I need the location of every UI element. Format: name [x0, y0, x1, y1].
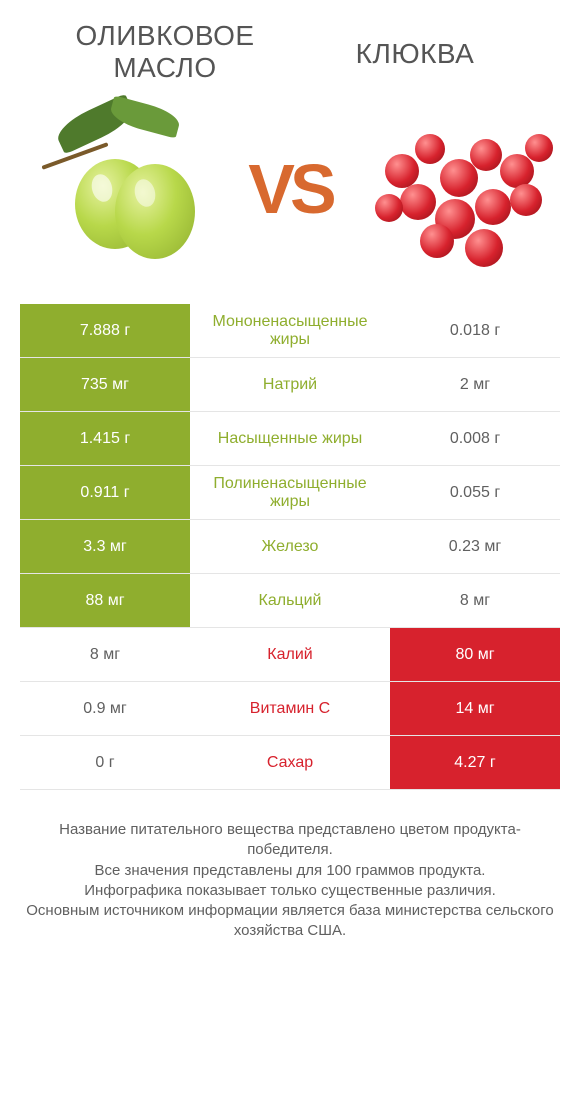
footer-line: Основным источником информации является …: [20, 901, 560, 942]
cell-nutrient-label: Натрий: [190, 358, 390, 411]
cell-right-value: 0.055 г: [390, 466, 560, 519]
cell-right-value: 0.23 мг: [390, 520, 560, 573]
cell-left-value: 8 мг: [20, 628, 190, 681]
table-row: 88 мгКальций8 мг: [20, 574, 560, 628]
cell-nutrient-label: Сахар: [190, 736, 390, 789]
footer-line: Все значения представлены для 100 граммо…: [20, 861, 560, 881]
cell-left-value: 88 мг: [20, 574, 190, 627]
hero-row: VS: [0, 94, 580, 304]
footer-notes: Название питательного вещества представл…: [0, 790, 580, 942]
table-row: 1.415 гНасыщенные жиры0.008 г: [20, 412, 560, 466]
cell-nutrient-label: Витамин C: [190, 682, 390, 735]
cell-nutrient-label: Мононенасыщенные жиры: [190, 304, 390, 357]
cell-left-value: 0.911 г: [20, 466, 190, 519]
cell-right-value: 2 мг: [390, 358, 560, 411]
footer-line: Инфографика показывает только существенн…: [20, 881, 560, 901]
cell-nutrient-label: Насыщенные жиры: [190, 412, 390, 465]
table-row: 8 мгКалий80 мг: [20, 628, 560, 682]
title-right: КЛЮКВА: [290, 20, 540, 70]
cell-left-value: 7.888 г: [20, 304, 190, 357]
vs-label: VS: [248, 149, 331, 229]
cell-nutrient-label: Кальций: [190, 574, 390, 627]
comparison-table: 7.888 гМононенасыщенные жиры0.018 г735 м…: [20, 304, 560, 790]
cranberry-image: [370, 104, 560, 274]
table-row: 0.911 гПолиненасыщенные жиры0.055 г: [20, 466, 560, 520]
table-row: 7.888 гМононенасыщенные жиры0.018 г: [20, 304, 560, 358]
table-row: 3.3 мгЖелезо0.23 мг: [20, 520, 560, 574]
table-row: 735 мгНатрий2 мг: [20, 358, 560, 412]
table-row: 0 гСахар4.27 г: [20, 736, 560, 790]
table-row: 0.9 мгВитамин C14 мг: [20, 682, 560, 736]
cell-left-value: 0.9 мг: [20, 682, 190, 735]
cell-right-value: 80 мг: [390, 628, 560, 681]
cell-nutrient-label: Калий: [190, 628, 390, 681]
cell-left-value: 3.3 мг: [20, 520, 190, 573]
header: ОЛИВКОВОЕ МАСЛО КЛЮКВА: [0, 0, 580, 94]
cell-nutrient-label: Полиненасыщенные жиры: [190, 466, 390, 519]
cell-left-value: 0 г: [20, 736, 190, 789]
title-left: ОЛИВКОВОЕ МАСЛО: [40, 20, 290, 84]
cell-left-value: 1.415 г: [20, 412, 190, 465]
cell-left-value: 735 мг: [20, 358, 190, 411]
cell-right-value: 0.008 г: [390, 412, 560, 465]
cell-nutrient-label: Железо: [190, 520, 390, 573]
cell-right-value: 8 мг: [390, 574, 560, 627]
cell-right-value: 14 мг: [390, 682, 560, 735]
olive-image: [20, 104, 210, 274]
cell-right-value: 0.018 г: [390, 304, 560, 357]
footer-line: Название питательного вещества представл…: [20, 820, 560, 861]
cell-right-value: 4.27 г: [390, 736, 560, 789]
